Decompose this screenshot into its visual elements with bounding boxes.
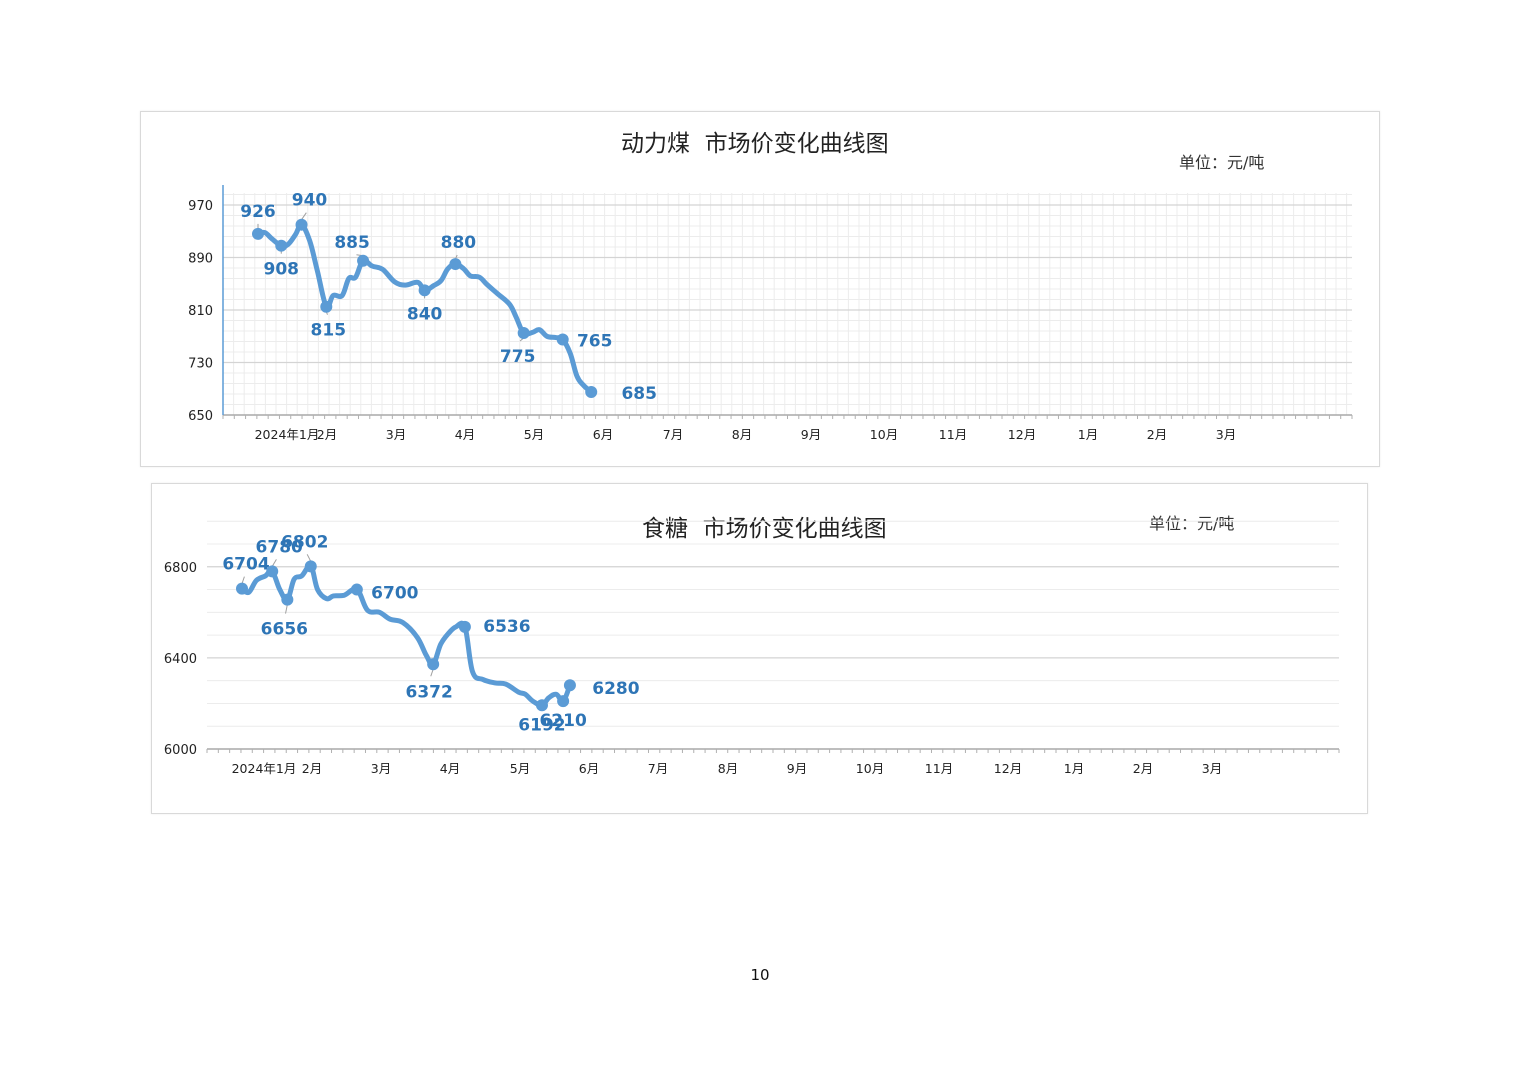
y-tick-label: 730	[188, 357, 213, 372]
data-label: 908	[264, 260, 300, 280]
x-tick-label: 3月	[1202, 761, 1222, 776]
x-tick-label: 4月	[440, 761, 460, 776]
x-tick-label: 2月	[302, 761, 322, 776]
grid	[207, 520, 1339, 750]
x-tick-label: 5月	[524, 427, 544, 442]
sugar-price-chart: 食糖 市场价变化曲线图 单位：元/吨 6000 6400 6800 2024年1月 2月…	[151, 483, 1368, 814]
chart-title: 动力煤 市场价变化曲线图	[621, 131, 889, 157]
x-tick-label: 6月	[579, 761, 599, 776]
sugar-plot-area: 6000 6400 6800 2024年1月 2月 3月 4月 5月 6月 7月 8月 9月 10月 11…	[164, 520, 1340, 776]
data-label: 685	[621, 384, 657, 404]
x-tick-label: 6月	[593, 427, 613, 442]
x-tick-label: 11月	[925, 761, 953, 776]
x-tick-label: 3月	[386, 427, 406, 442]
label-leader	[301, 212, 307, 220]
y-tick-label: 6000	[164, 743, 197, 758]
data-label: 885	[334, 233, 370, 253]
data-point	[252, 227, 264, 240]
data-point	[449, 258, 462, 271]
y-tick-label: 6800	[164, 561, 197, 576]
chart-unit: 单位：元/吨	[1149, 514, 1235, 533]
chart-title: 食糖 市场价变化曲线图	[642, 516, 887, 542]
x-tick-label: 7月	[663, 427, 683, 442]
x-tick-label: 10月	[870, 427, 898, 442]
data-point	[418, 284, 431, 297]
data-label: 840	[407, 304, 443, 324]
coal-price-chart: 动力煤 市场价变化曲线图 单位：元/吨 650 730 810 890 970 2024年…	[140, 111, 1380, 467]
label-leader	[285, 604, 288, 614]
x-tick-label: 7月	[648, 761, 668, 776]
data-label: 6192	[518, 715, 565, 735]
data-point	[236, 582, 248, 595]
data-label: 6210	[539, 711, 586, 731]
label-leader	[241, 576, 245, 584]
y-tick-label: 810	[188, 304, 213, 319]
data-point	[563, 679, 576, 692]
data-point	[585, 386, 598, 399]
data-point	[557, 695, 570, 708]
data-point	[266, 565, 279, 578]
data-label: 6656	[261, 620, 308, 640]
grid	[222, 193, 1352, 416]
data-point	[535, 699, 548, 712]
data-point	[458, 620, 471, 633]
data-point	[275, 239, 288, 252]
data-point	[556, 333, 569, 346]
data-label: 6704	[222, 555, 269, 575]
x-tick-label: 8月	[732, 427, 752, 442]
data-label: 6280	[592, 679, 639, 699]
data-point	[517, 326, 530, 339]
data-point	[357, 254, 370, 267]
x-tick-label: 3月	[371, 761, 391, 776]
x-tick-label: 8月	[718, 761, 738, 776]
chart-unit: 单位：元/吨	[1179, 153, 1265, 172]
y-tick-label: 6400	[164, 652, 197, 667]
data-point	[350, 583, 363, 596]
data-label: 775	[500, 347, 536, 367]
data-point	[320, 300, 333, 313]
x-tick-label: 9月	[801, 427, 821, 442]
x-tick-label: 10月	[856, 761, 884, 776]
data-label: 880	[441, 233, 477, 253]
x-tick-label: 2月	[317, 427, 337, 442]
data-label: 6802	[281, 532, 328, 552]
data-label: 6536	[483, 617, 530, 637]
data-label: 6780	[256, 537, 303, 557]
x-tick-label: 2月	[1147, 427, 1167, 442]
x-tick-label: 11月	[939, 427, 967, 442]
data-label: 6700	[371, 584, 418, 604]
x-tick-label: 1月	[1064, 761, 1084, 776]
data-point	[427, 658, 440, 671]
x-tick-label: 1月	[1078, 427, 1098, 442]
data-label: 926	[240, 202, 276, 222]
label-leader	[271, 559, 277, 567]
y-tick-label: 890	[188, 252, 213, 267]
x-tick-label: 3月	[1216, 427, 1236, 442]
x-tick-label: 2024年1月	[255, 427, 320, 442]
data-label: 815	[311, 321, 347, 341]
x-tick-label: 12月	[994, 761, 1022, 776]
x-tick-label: 9月	[787, 761, 807, 776]
data-point	[304, 560, 317, 573]
y-tick-label: 650	[188, 409, 213, 424]
page-number: 10	[750, 966, 770, 984]
x-tick-label: 2月	[1133, 761, 1153, 776]
data-point	[295, 218, 308, 231]
x-tick-label: 2024年1月	[232, 761, 297, 776]
label-leader	[306, 554, 312, 562]
label-leader	[430, 669, 434, 677]
data-point	[281, 593, 294, 606]
data-label: 940	[292, 191, 328, 211]
data-label: 6372	[406, 682, 453, 702]
y-tick-label: 970	[188, 199, 213, 214]
data-label: 765	[577, 332, 613, 352]
x-tick-label: 4月	[455, 427, 475, 442]
x-tick-label: 12月	[1008, 427, 1036, 442]
x-tick-label: 5月	[510, 761, 530, 776]
